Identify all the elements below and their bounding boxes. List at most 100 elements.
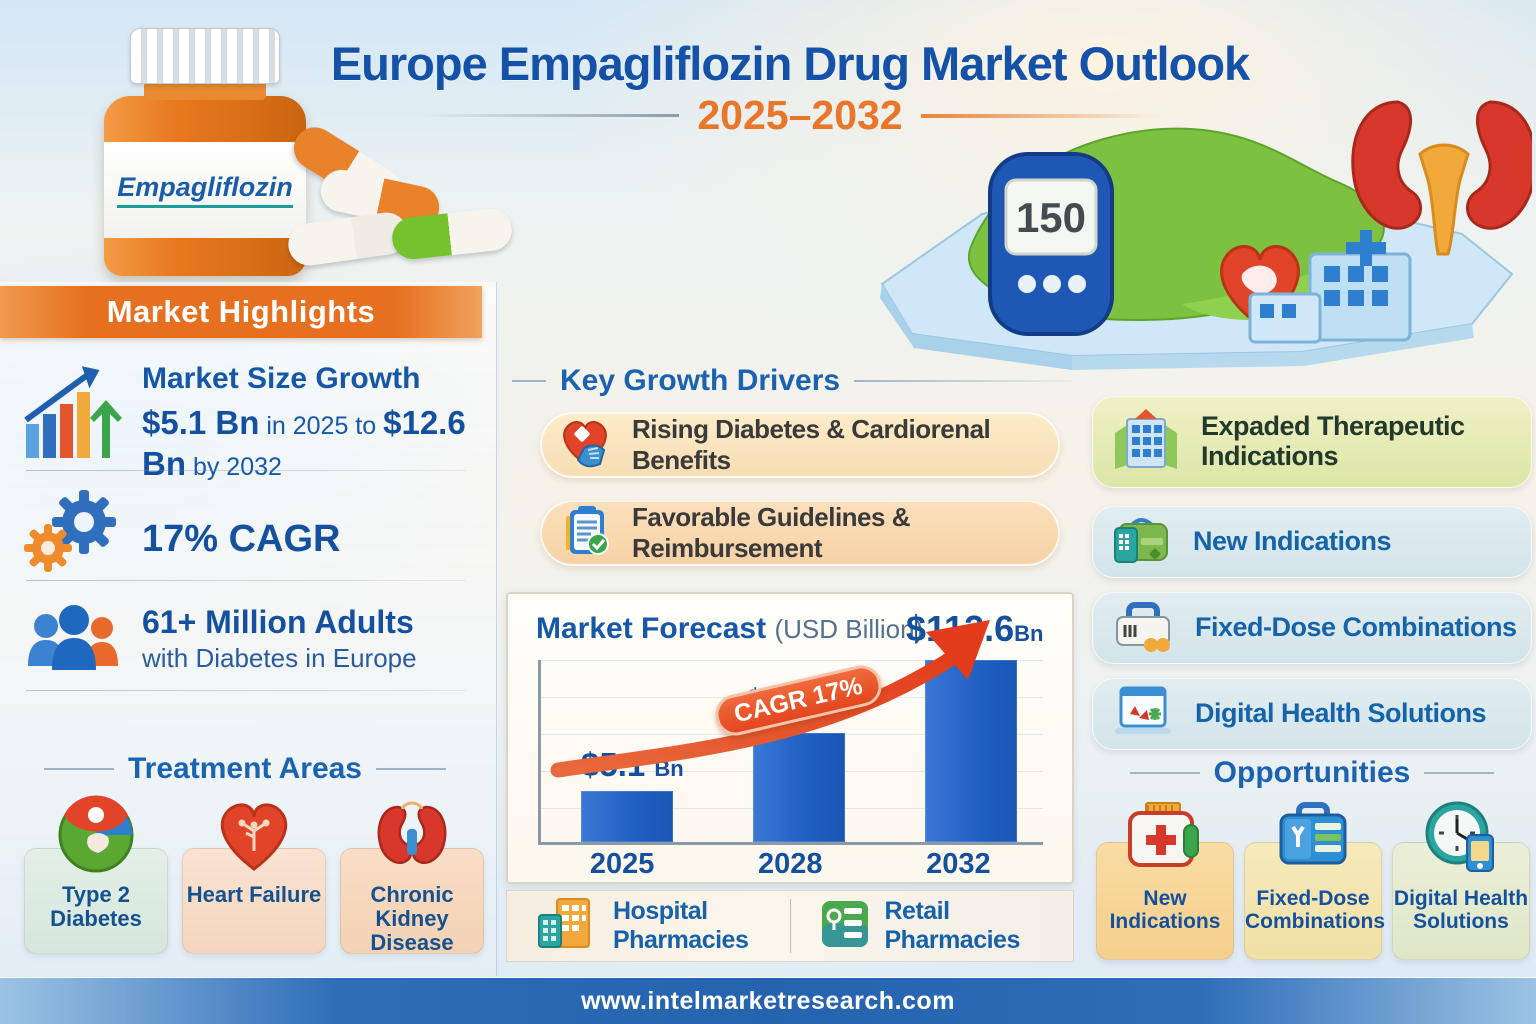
glucometer-reading: 150 xyxy=(1016,194,1086,241)
pill-expanded-therapeutic-indications: Expaded Therapeutic Indications xyxy=(1092,396,1532,488)
year-tick: 2025 xyxy=(589,848,655,880)
opportunities-cards: New Indications Fixed-Dose Combinations xyxy=(1096,801,1532,960)
europe-map-illustration: 150 xyxy=(822,84,1536,374)
subtitle-line-right xyxy=(920,113,1161,118)
forecast-unit-label: (USD Billion) xyxy=(774,614,924,644)
kidneys-icon xyxy=(370,793,454,882)
stat-suffix-text: by 2032 xyxy=(192,453,282,482)
pill-new-indications: New Indications xyxy=(1092,506,1532,578)
card-digital-health-solutions: Digital Health Solutions xyxy=(1392,801,1530,960)
driver-favorable-guidelines: Favorable Guidelines & Reimbursement xyxy=(540,500,1060,566)
market-highlights-banner: Market Highlights xyxy=(0,286,482,338)
bar-2025 xyxy=(581,791,673,842)
stat-market-size-growth: Market Size Growth $5.1 Bn in 2025 to $1… xyxy=(22,362,472,485)
retail-pharmacy-icon xyxy=(819,898,871,955)
card-new-indications: New Indications xyxy=(1096,802,1234,960)
header-dash xyxy=(376,768,446,770)
footer-url-link[interactable]: www.intelmarketresearch.com xyxy=(581,986,955,1015)
people-icon xyxy=(22,600,126,680)
opportunities-header: Opportunities xyxy=(1100,756,1524,790)
driver-label: Rising Diabetes & Cardiorenal Benefits xyxy=(632,414,991,475)
hospital-buildings-icon xyxy=(535,897,599,956)
stat-population-sub: with Diabetes in Europe xyxy=(142,643,417,673)
growth-bars-arrow-icon xyxy=(22,362,126,462)
subtitle-row: 2025–2032 xyxy=(320,92,1260,139)
card-label: Fixed-Dose Combinations xyxy=(1245,887,1385,934)
header-dash xyxy=(512,380,546,382)
stat-diabetes-population: 61+ Million Adults with Diabetes in Euro… xyxy=(22,600,472,680)
chart-x-axis: 2025 2028 2032 xyxy=(538,848,1043,881)
pill-label: Expaded Therapeutic Indications xyxy=(1201,411,1465,471)
pill-bottle-illustration: Empagliflozin xyxy=(92,28,514,278)
combo-bag-icon xyxy=(1271,799,1355,882)
dose-case-icon xyxy=(1111,597,1175,660)
stat-value-2025: $5.1 Bn xyxy=(142,404,260,441)
distribution-channels-card: Hospital Pharmacies Retail Pharmacies xyxy=(506,890,1074,962)
gears-icon xyxy=(22,490,126,576)
bar-2028 xyxy=(753,732,845,842)
legend-label: Retail Pharmacies xyxy=(884,897,1021,954)
bar-2032 xyxy=(925,660,1017,842)
bottle-neck xyxy=(144,82,266,100)
pill-fixed-dose-combinations: Fixed-Dose Combinations xyxy=(1092,592,1532,664)
stat-title: Market Size Growth xyxy=(142,362,421,395)
pill-label: New Indications xyxy=(1193,526,1392,557)
divider xyxy=(26,690,466,691)
heart-icon xyxy=(212,793,296,882)
pill-label: Fixed-Dose Combinations xyxy=(1195,612,1517,643)
legend-hospital-pharmacies: Hospital Pharmacies xyxy=(507,897,790,956)
type2-diabetes-icon xyxy=(54,793,138,882)
footer-bar: www.intelmarketresearch.com xyxy=(0,978,1536,1024)
bar-label-2032: $112.6Bn xyxy=(906,608,1044,649)
subtitle-line-left xyxy=(419,114,680,117)
header-dash xyxy=(1424,772,1495,774)
page-title: Europe Empagliflozin Drug Market Outlook xyxy=(330,37,1250,90)
driver-label: Favorable Guidelines & Reimbursement xyxy=(632,502,910,563)
clipboard-check-icon xyxy=(556,502,614,565)
forecast-title-text: Market Forecast xyxy=(536,612,767,645)
year-tick: 2032 xyxy=(926,848,991,880)
glucometer-icon: 150 xyxy=(988,152,1114,336)
header-dash xyxy=(1129,772,1200,774)
header-dash xyxy=(44,768,114,770)
bottle-label: Empagliflozin xyxy=(104,142,306,238)
laptop-health-icon xyxy=(1111,684,1175,745)
card-label: Chronic Kidney Disease xyxy=(370,882,454,955)
stat-mid-text: in 2025 to xyxy=(266,412,377,440)
page-subtitle: 2025–2032 xyxy=(697,92,903,138)
treatment-areas-cards: Type 2 Diabetes Heart Failure xyxy=(24,795,484,955)
header-line xyxy=(854,380,1072,382)
key-growth-drivers-heading: Key Growth Drivers xyxy=(560,364,841,397)
clock-phone-icon xyxy=(1419,799,1503,882)
card-fixed-dose-combinations: Fixed-Dose Combinations xyxy=(1244,802,1385,960)
medical-bag-icon xyxy=(1111,512,1173,573)
stat-value-2032: $12.6 Bn xyxy=(142,404,466,483)
stat-population-value: 61+ Million Adults xyxy=(142,604,414,640)
card-label: Type 2 Diabetes xyxy=(50,882,142,931)
key-growth-drivers-header: Key Growth Drivers xyxy=(512,364,1072,398)
bottle-cap xyxy=(130,28,280,84)
card-label: Digital Health Solutions xyxy=(1393,887,1529,934)
forecast-title: Market Forecast (USD Billion) xyxy=(536,612,923,646)
market-highlights-heading: Market Highlights xyxy=(106,294,376,329)
stat-value-line: $5.1 Bn in 2025 to $12.6 Bn by 2032 xyxy=(142,402,472,485)
market-forecast-card: Market Forecast (USD Billion) $5.1 Bn $8… xyxy=(506,592,1074,884)
map-kidneys-icon xyxy=(1351,100,1536,256)
bottle-body: Empagliflozin xyxy=(104,96,306,276)
legend-retail-pharmacies: Retail Pharmacies xyxy=(791,897,1074,955)
card-label: Heart Failure xyxy=(186,882,322,907)
treatment-areas-heading: Treatment Areas xyxy=(128,752,362,785)
driver-rising-diabetes: Rising Diabetes & Cardiorenal Benefits xyxy=(540,412,1060,478)
year-tick: 2028 xyxy=(757,848,823,880)
opportunities-heading: Opportunities xyxy=(1213,756,1411,789)
legend-label: Hospital Pharmacies xyxy=(613,897,749,954)
divider xyxy=(26,580,466,581)
hospital-icon xyxy=(1111,407,1181,478)
stat-cagr: 17% CAGR xyxy=(22,490,472,576)
pill-digital-health-solutions: Digital Health Solutions xyxy=(1092,678,1532,750)
treatment-areas-header: Treatment Areas xyxy=(10,752,480,786)
card-label: New Indications xyxy=(1109,887,1221,934)
bar-label-2025: $5.1 Bn xyxy=(581,746,684,783)
map-hospital-icon xyxy=(1248,230,1412,344)
